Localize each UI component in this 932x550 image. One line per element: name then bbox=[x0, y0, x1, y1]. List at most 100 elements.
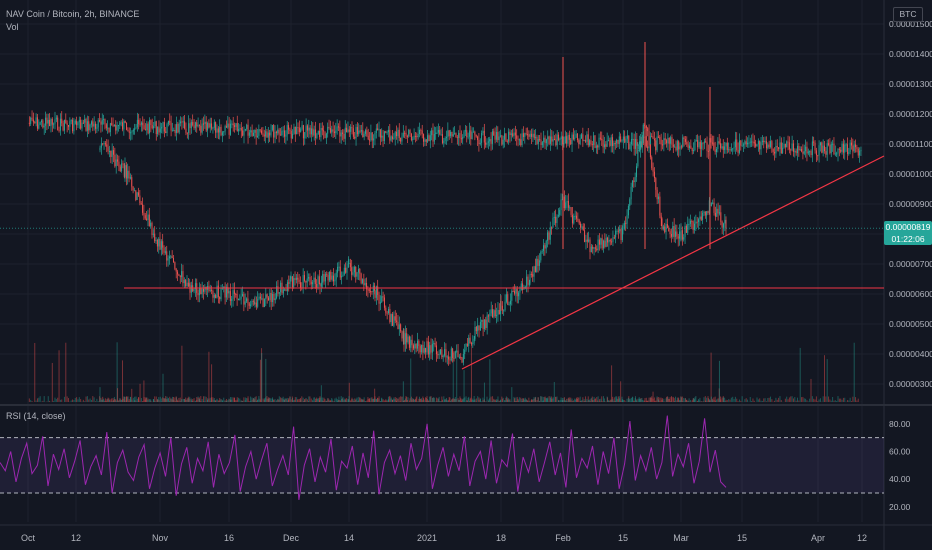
candle-body bbox=[304, 132, 306, 139]
volume-bar bbox=[127, 396, 129, 402]
volume-bar bbox=[130, 397, 132, 402]
candle-body bbox=[570, 207, 572, 215]
candle-body bbox=[479, 142, 481, 145]
candle-body bbox=[515, 288, 517, 294]
volume-bar bbox=[393, 398, 395, 402]
candle-body bbox=[635, 139, 636, 149]
volume-bar bbox=[324, 399, 326, 402]
overlay-layer bbox=[0, 155, 885, 370]
volume-bar bbox=[532, 399, 534, 402]
volume-bar bbox=[600, 398, 602, 402]
volume-bar bbox=[95, 401, 96, 402]
candle-body bbox=[585, 239, 587, 242]
candle-body bbox=[713, 142, 715, 150]
candle-body bbox=[232, 290, 234, 299]
volume-bar bbox=[489, 398, 491, 402]
volume-bar bbox=[309, 396, 311, 402]
volume-bar bbox=[364, 401, 366, 402]
volume-bar bbox=[174, 401, 176, 402]
candle-body bbox=[173, 129, 175, 131]
volume-bar bbox=[394, 399, 396, 402]
candle-body bbox=[567, 201, 569, 208]
volume-bar bbox=[622, 399, 624, 402]
volume-bar bbox=[561, 397, 563, 402]
candle-body bbox=[844, 144, 846, 153]
volume-bar bbox=[670, 396, 672, 402]
volume-bar bbox=[688, 398, 690, 402]
candle-body bbox=[375, 128, 377, 134]
volume-bar bbox=[289, 396, 291, 402]
candle-body bbox=[309, 277, 311, 282]
currency-badge[interactable]: BTC bbox=[893, 7, 923, 22]
candle-body bbox=[518, 292, 520, 297]
candle-body bbox=[740, 140, 742, 146]
volume-bar bbox=[171, 399, 173, 402]
volume-bar bbox=[500, 400, 502, 402]
candle-body bbox=[471, 131, 473, 140]
candle-body bbox=[248, 132, 250, 136]
candle-body bbox=[548, 232, 550, 240]
candle-body bbox=[491, 131, 493, 144]
candle-body bbox=[707, 150, 709, 152]
candle-body bbox=[314, 277, 316, 285]
candle-body bbox=[483, 130, 485, 143]
candle-body bbox=[370, 132, 372, 141]
volume-bar bbox=[614, 400, 616, 402]
volume-bar bbox=[566, 401, 568, 402]
candle-body bbox=[277, 286, 279, 294]
candle-body bbox=[211, 123, 213, 129]
volume-bar bbox=[508, 398, 510, 402]
candle-body bbox=[235, 123, 237, 127]
candle-body bbox=[514, 132, 516, 136]
candle-body bbox=[166, 124, 168, 134]
candle-body bbox=[710, 138, 712, 143]
candle-body bbox=[285, 134, 287, 137]
volume-bar bbox=[470, 342, 472, 402]
volume-bar bbox=[363, 399, 365, 402]
volume-bar bbox=[828, 396, 830, 402]
candle-body bbox=[302, 125, 304, 139]
candle-body bbox=[672, 144, 674, 147]
candle-body bbox=[648, 131, 650, 145]
candle-body bbox=[490, 309, 492, 314]
volume-bar bbox=[277, 398, 279, 402]
volume-bar bbox=[204, 396, 206, 402]
volume-bar bbox=[396, 397, 398, 402]
volume-bar bbox=[652, 391, 654, 402]
candle-body bbox=[747, 142, 749, 145]
candle-body bbox=[701, 142, 703, 149]
volume-bar bbox=[78, 397, 80, 402]
candle-body bbox=[507, 294, 509, 305]
candle-body bbox=[581, 134, 582, 139]
candle-body bbox=[614, 142, 616, 144]
volume-bar bbox=[592, 400, 594, 402]
candle-body bbox=[536, 136, 538, 144]
volume-bar bbox=[190, 398, 192, 402]
volume-bar bbox=[35, 400, 37, 402]
candle-body bbox=[171, 256, 173, 258]
candle-body bbox=[28, 122, 30, 124]
candle-body bbox=[62, 123, 64, 131]
candle-body bbox=[737, 149, 739, 153]
candle-body bbox=[167, 120, 169, 125]
volume-bar bbox=[483, 382, 485, 402]
candle-body bbox=[242, 130, 244, 136]
price-axis-label: 0.00001200 bbox=[889, 109, 932, 119]
candle-body bbox=[821, 142, 823, 153]
volume-bar bbox=[237, 397, 239, 402]
candle-body bbox=[505, 133, 507, 142]
candle-body bbox=[541, 250, 543, 253]
candle-body bbox=[308, 277, 310, 279]
candle-body bbox=[647, 146, 649, 149]
volume-bar bbox=[594, 398, 596, 402]
candle-body bbox=[433, 342, 435, 344]
volume-bar bbox=[336, 399, 338, 402]
volume-bar bbox=[247, 396, 249, 402]
volume-bar bbox=[749, 397, 751, 402]
candle-body bbox=[418, 340, 420, 347]
candle-body bbox=[563, 196, 565, 209]
volume-bar bbox=[768, 397, 770, 402]
candle-body bbox=[652, 136, 654, 139]
candle-body bbox=[219, 126, 221, 133]
